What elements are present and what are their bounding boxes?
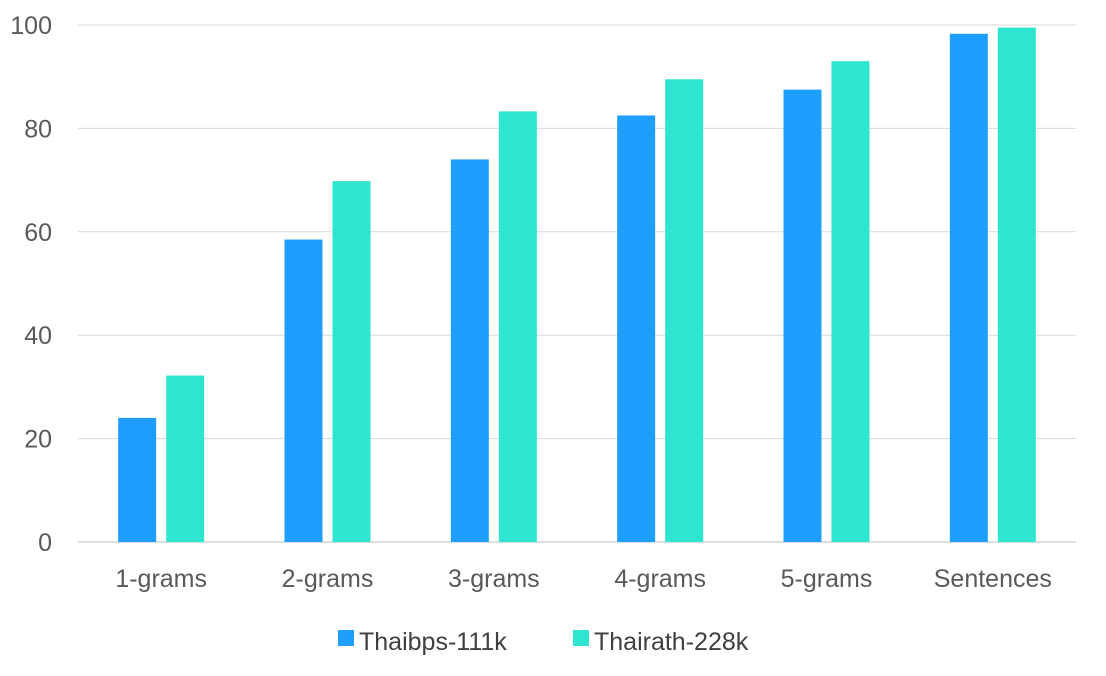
- y-tick-label: 60: [24, 219, 52, 247]
- bar-thairath-228k-5-grams: [831, 61, 870, 542]
- bar-thaibps-111k-1-grams: [118, 417, 157, 542]
- legend-swatch: [338, 630, 354, 646]
- x-tick-label: 1-grams: [115, 565, 207, 593]
- bar-thairath-228k-sentences: [997, 27, 1036, 542]
- legend: Thaibps-111k Thairath-228k: [338, 628, 749, 656]
- bar-thaibps-111k-4-grams: [617, 115, 656, 542]
- bars: [118, 27, 1036, 543]
- x-axis-ticks: 1-grams 2-grams 3-grams 4-grams 5-grams Sente…: [115, 565, 1052, 593]
- y-tick-label: 80: [24, 115, 52, 143]
- x-tick-label: 3-grams: [448, 565, 540, 593]
- bar-thairath-228k-3-grams: [498, 111, 537, 543]
- bar-thairath-228k-2-grams: [332, 181, 371, 542]
- bar-thairath-228k-4-grams: [665, 79, 704, 542]
- x-tick-label: 5-grams: [781, 565, 873, 593]
- bar-thaibps-111k-5-grams: [783, 89, 822, 542]
- gridlines: [78, 24, 1076, 543]
- x-tick-label: Sentences: [934, 565, 1052, 593]
- bar-thairath-228k-1-grams: [166, 375, 205, 542]
- legend-label: Thaibps-111k: [359, 628, 507, 656]
- legend-label: Thairath-228k: [594, 628, 749, 656]
- x-tick-label: 4-grams: [614, 565, 706, 593]
- y-tick-label: 0: [38, 529, 52, 557]
- bar-thaibps-111k-3-grams: [450, 159, 489, 543]
- bar-thaibps-111k-sentences: [949, 33, 988, 542]
- y-tick-label: 100: [10, 12, 52, 40]
- y-tick-label: 20: [24, 426, 52, 454]
- y-axis-ticks: 0 20 40 60 80 100: [10, 12, 52, 557]
- bar-thaibps-111k-2-grams: [284, 239, 323, 542]
- y-tick-label: 40: [24, 322, 52, 350]
- legend-swatch: [573, 630, 589, 646]
- x-tick-label: 2-grams: [282, 565, 374, 593]
